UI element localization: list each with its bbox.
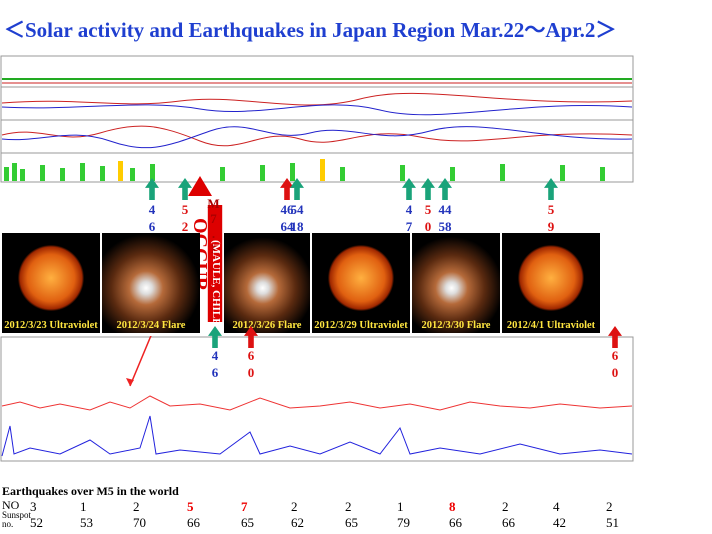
image-panel: 2012/3/23 Ultraviolet — [2, 233, 100, 333]
arrow-number: 6 — [211, 365, 219, 380]
arrow-number: 18 — [290, 219, 304, 234]
table-cell: 3 — [30, 499, 37, 514]
arrow-number: 64 — [280, 219, 294, 234]
arrow-number: 54 — [290, 202, 304, 217]
table-cell: 4 — [553, 499, 560, 514]
arrow-number: 58 — [438, 219, 452, 234]
image-caption: 2012/4/1 Ultraviolet — [506, 320, 596, 331]
arrow-number: 6 — [247, 348, 255, 363]
table-cell: 66 — [502, 515, 515, 530]
main-event-arrow — [207, 205, 223, 322]
arrow-number: 44 — [438, 202, 452, 217]
row-label: NO — [2, 498, 20, 512]
table-cell: 5 — [187, 499, 194, 514]
image-panel: 2012/3/26 Flare — [224, 233, 310, 333]
table-cell: 2 — [345, 499, 352, 514]
arrow-number: 4 — [405, 202, 413, 217]
table-cell: 65 — [345, 515, 358, 530]
arrow-number: 0 — [247, 365, 255, 380]
image-caption: 2012/3/29 Ultraviolet — [314, 320, 408, 331]
arrow-number: 6 — [611, 348, 619, 363]
image-panel: 2012/3/30 Flare — [412, 233, 500, 333]
table-cell: 1 — [397, 499, 404, 514]
arrow-number: 5 — [424, 202, 432, 217]
table-cell: 62 — [291, 515, 304, 530]
table-cell: 52 — [30, 515, 43, 530]
arrow-number: 6 — [148, 219, 156, 234]
arrow-number: 4 — [211, 348, 219, 363]
event-magnitude: M7.1 — [206, 196, 221, 256]
slide-title: ＜Solar activity and Earthquakes in Japan… — [4, 18, 617, 42]
upper-chart — [0, 55, 634, 183]
table-cell: 66 — [187, 515, 200, 530]
table-cell: 65 — [241, 515, 254, 530]
table-cell: 70 — [133, 515, 146, 530]
lower-chart — [0, 336, 634, 462]
table-cell: 53 — [80, 515, 93, 530]
table-cell: 2 — [606, 499, 613, 514]
image-caption: 2012/3/23 Ultraviolet — [4, 320, 98, 331]
arrow-number: 4 — [148, 202, 156, 217]
image-caption: 2012/3/26 Flare — [232, 320, 302, 331]
image-caption: 2012/3/24 Flare — [116, 320, 186, 331]
arrow-number: 46 — [280, 202, 294, 217]
image-panel: 2012/3/24 Flare — [102, 233, 200, 333]
table-cell: 8 — [449, 499, 456, 514]
table-cell: 66 — [449, 515, 462, 530]
table-title: Earthquakes over M5 in the world — [2, 484, 179, 498]
arrow-number: 9 — [547, 219, 555, 234]
image-caption: 2012/3/30 Flare — [421, 320, 491, 331]
table-cell: 7 — [241, 499, 248, 514]
arrow-number: 7 — [405, 219, 413, 234]
table-cell: 2 — [502, 499, 509, 514]
image-panel: 2012/3/29 Ultraviolet — [312, 233, 410, 333]
table-cell: 51 — [606, 515, 619, 530]
event-place: (MAULE, CHILE) — [210, 240, 222, 330]
table-cell: 2 — [291, 499, 298, 514]
table-cell: 79 — [397, 515, 410, 530]
arrow-number: 5 — [181, 202, 189, 217]
table-cell: 2 — [133, 499, 140, 514]
table-cell: 1 — [80, 499, 87, 514]
arrow-number: 5 — [547, 202, 555, 217]
arrow-number: 2 — [181, 219, 189, 234]
table-cell: 42 — [553, 515, 566, 530]
arrow-number: 0 — [611, 365, 619, 380]
image-panel: 2012/4/1 Ultraviolet — [502, 233, 600, 333]
row-label: Sunspot no. — [2, 510, 32, 529]
arrow-number: 0 — [424, 219, 432, 234]
